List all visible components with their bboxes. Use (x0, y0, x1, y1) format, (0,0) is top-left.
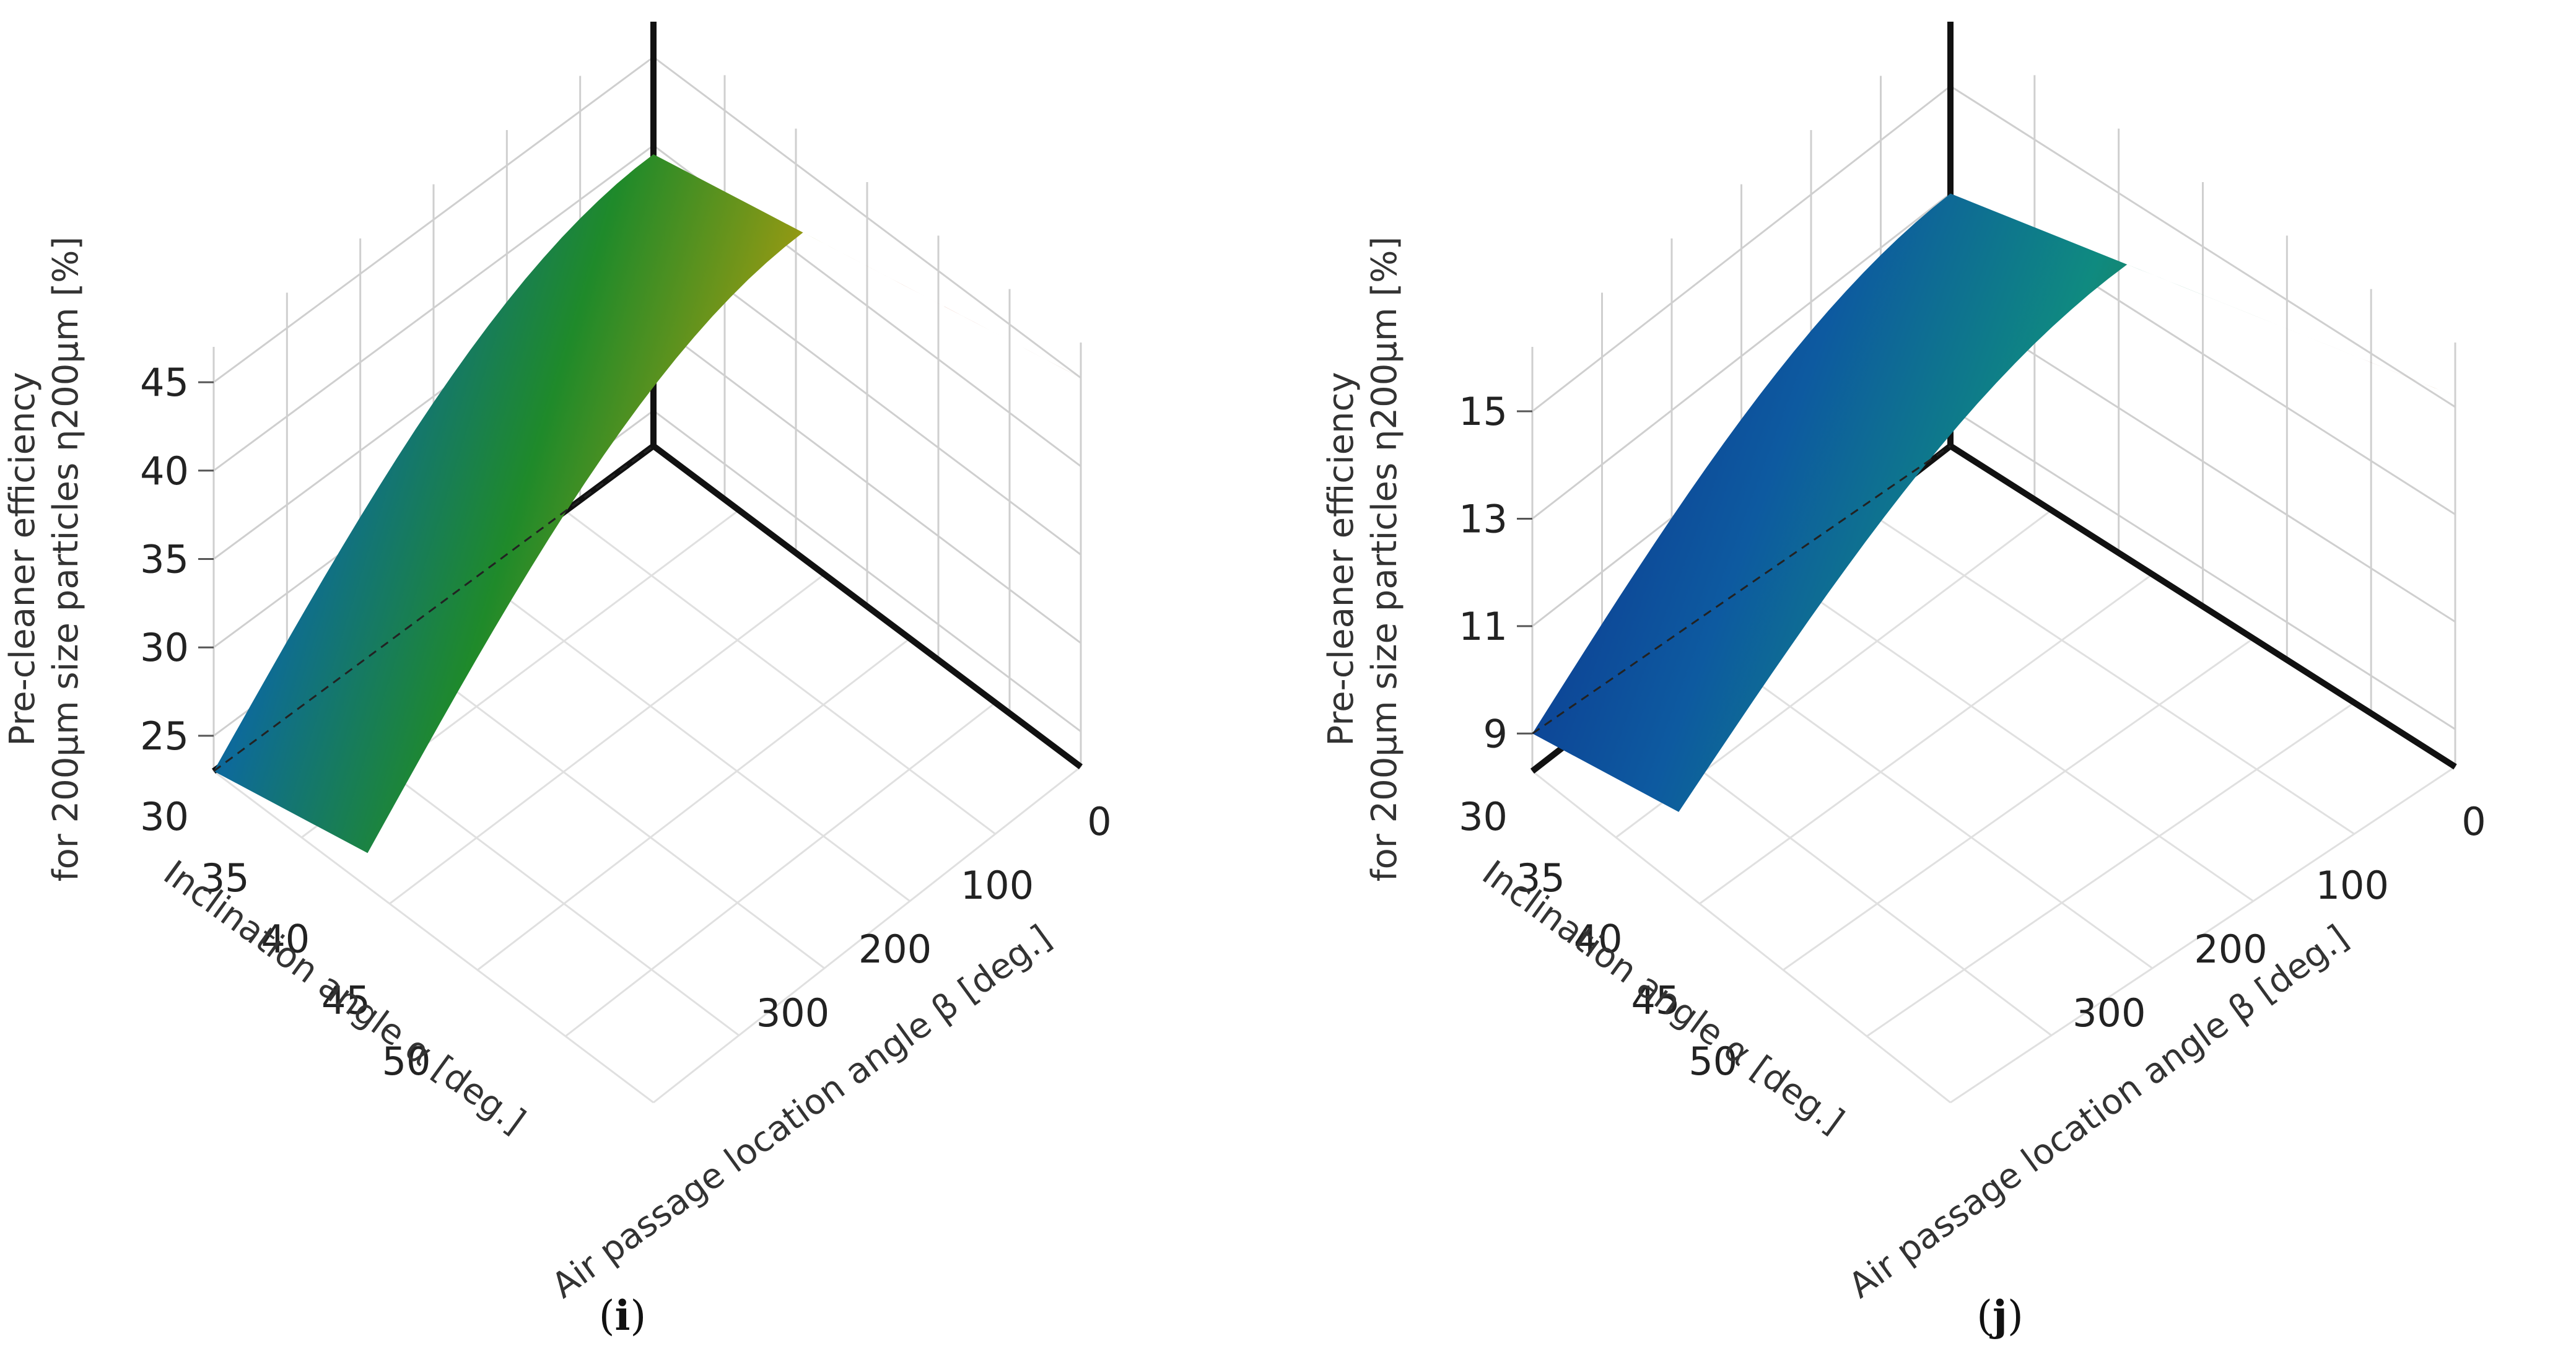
grid-line-floor-a-3 (477, 637, 910, 971)
alpha-tick-label: 50 (382, 1039, 431, 1084)
beta-back-axis-line (1949, 443, 2457, 770)
surface-mesh (1532, 193, 2455, 812)
alpha-tick-label: 45 (1631, 977, 1680, 1023)
grid-line-floor-a-4 (1866, 702, 2355, 1037)
grid-line-floor-b-4 (1866, 510, 2355, 835)
grid-line-floor-a-3 (1783, 637, 2254, 971)
grid-line-floor-b-2 (1699, 640, 2153, 969)
chart-panel-i: 25 30 35 40 45 30 35 40 45 50 0 100 200 300 Pre-cleane… (2, 22, 1112, 1340)
z-tick-label: 30 (140, 625, 189, 670)
alpha-tick-label: 30 (1459, 794, 1508, 839)
grid-line-floor-a-4 (565, 702, 996, 1037)
grid-line-floor-a-5 (653, 766, 1081, 1104)
z-tick-label: 35 (140, 537, 189, 582)
grid-line-floor-b-3 (1783, 575, 2254, 902)
alpha-axis-title: Inclination angle α [deg.] (1475, 853, 1851, 1142)
z-axis-title-line1: Pre-cleaner efficiency (1321, 372, 1361, 746)
alpha-tick-label: 35 (1516, 855, 1565, 901)
alpha-tick-label: 40 (1574, 917, 1623, 962)
beta-tick-label: 0 (2461, 799, 2486, 844)
panel-caption-j: (j) (1976, 1291, 2024, 1340)
panel-caption-i: (i) (598, 1291, 647, 1340)
alpha-tick-label: 50 (1688, 1039, 1737, 1084)
alpha-axis-title: Inclination angle α [deg.] (156, 853, 533, 1142)
alpha-tick-label: 35 (201, 855, 250, 901)
alpha-tick-label: 40 (261, 917, 310, 962)
surface-plot-i: 253035404530354045500100200300Pre-cleane… (2, 22, 1112, 1306)
beta-axis-title: Air passage location angle β [deg.] (1841, 917, 2356, 1306)
surface-dashed-line (1532, 445, 1951, 735)
grid-line-floor-b-0 (1532, 770, 1951, 1104)
z-tick-label: 9 (1483, 711, 1508, 756)
chart-panel-j: 9 11 13 15 30 35 40 45 50 0 100 200 300 Pre-cleaner e… (1288, 0, 2575, 1367)
z-tick-label: 40 (140, 448, 189, 494)
beta-tick-label: 100 (961, 863, 1034, 908)
z-axis-title-line1: Pre-cleaner efficiency (2, 372, 43, 746)
surface-dashed-line (213, 445, 654, 772)
alpha-tick-label: 30 (140, 794, 189, 839)
beta-tick-label: 200 (858, 927, 932, 972)
z-tick-label: 45 (140, 360, 189, 405)
alpha-tick-label: 45 (321, 977, 370, 1023)
grid-line-floor-a-2 (389, 574, 825, 905)
beta-tick-label: 300 (2072, 990, 2146, 1036)
beta-axis-title: Air passage location angle β [deg.] (544, 917, 1059, 1306)
z-tick-label: 15 (1459, 389, 1508, 434)
grid-line-floor-b-2 (389, 640, 825, 969)
grid-line-floor-b-3 (477, 575, 910, 902)
beta-back-axis-line (651, 443, 1083, 769)
z-axis-title-line2: for 200μm size particles η200μm [%] (46, 237, 86, 882)
z-tick-label: 13 (1459, 496, 1508, 541)
grid-line-floor-a-5 (1950, 766, 2456, 1104)
z-tick-label: 11 (1459, 604, 1508, 649)
z-tick-label: 25 (140, 714, 189, 759)
z-axis-title-line2: for 200μm size particles η200μm [%] (1364, 237, 1405, 882)
grid-line-floor-b-4 (565, 510, 996, 835)
beta-tick-label: 100 (2316, 863, 2389, 908)
surface-mesh (214, 154, 1081, 854)
beta-tick-label: 0 (1087, 799, 1111, 844)
beta-tick-label: 300 (756, 990, 829, 1036)
grid-line-floor-a-2 (1699, 573, 2153, 905)
beta-tick-label: 200 (2194, 927, 2267, 972)
grid-line-floor-b-0 (213, 770, 654, 1104)
